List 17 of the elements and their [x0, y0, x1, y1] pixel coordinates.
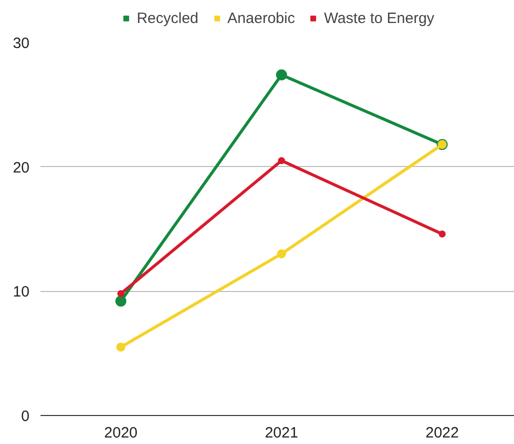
legend-label: Recycled: [136, 10, 198, 26]
point: [115, 296, 126, 307]
x-tick-label: 2022: [426, 424, 459, 442]
point: [117, 290, 124, 298]
y-tick-label: 0: [21, 408, 30, 425]
y-tick-label: 10: [12, 284, 30, 301]
legend-label: Waste to Energy: [324, 10, 434, 26]
legend-label: Anaerobic: [227, 10, 295, 26]
point: [278, 157, 286, 164]
x-tick-label: 2021: [264, 424, 298, 442]
point: [276, 69, 288, 80]
point: [277, 249, 286, 258]
point: [116, 342, 126, 352]
x-tick-label: 2020: [104, 424, 138, 442]
y-tick-label: 20: [12, 159, 30, 176]
y-tick-label: 30: [12, 35, 30, 52]
point: [438, 230, 446, 238]
